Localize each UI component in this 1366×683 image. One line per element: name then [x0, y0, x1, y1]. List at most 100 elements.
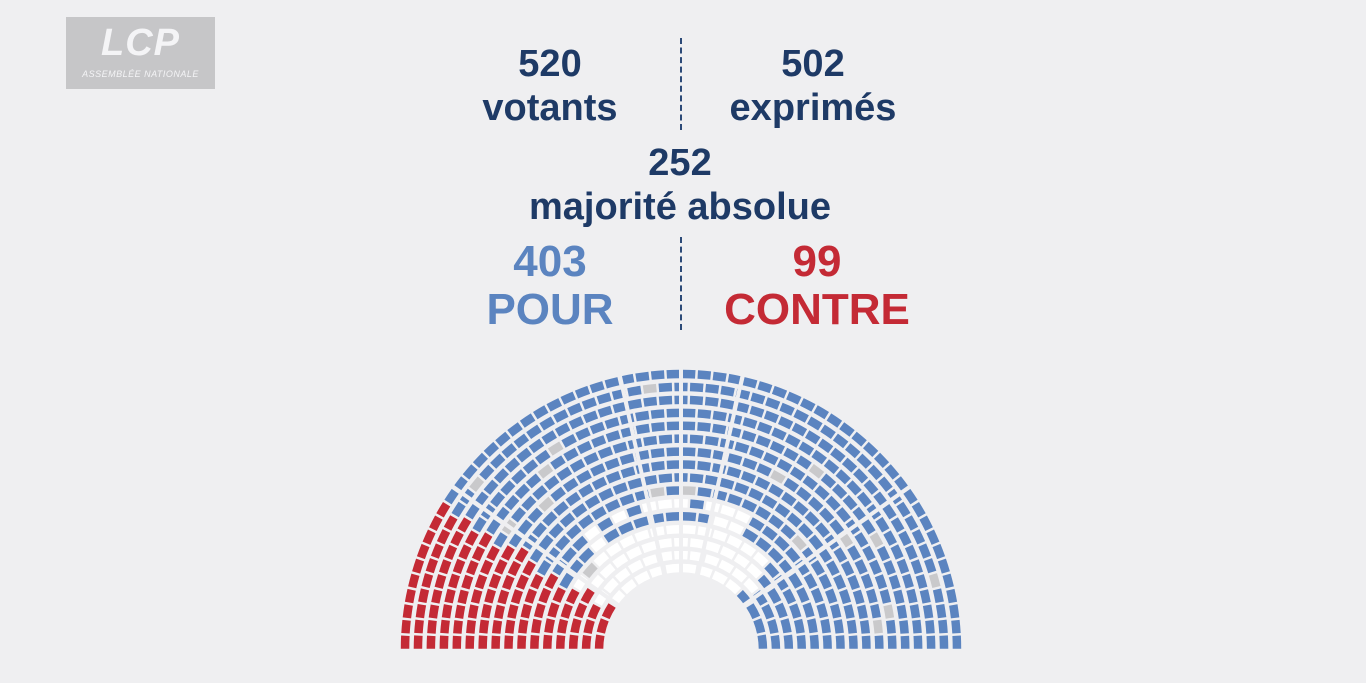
- seat-pour: [851, 431, 867, 447]
- seat-abstention: [791, 535, 807, 551]
- seat-pour: [504, 494, 520, 511]
- seat-pour: [785, 434, 801, 448]
- seat-contre: [580, 588, 595, 604]
- seat-non-votant: [627, 559, 644, 574]
- seat-pour: [598, 487, 614, 502]
- seat-pour: [848, 635, 858, 649]
- seat-pour: [741, 499, 758, 513]
- seat-contre: [413, 635, 423, 649]
- seat-non-votant: [619, 535, 636, 549]
- seat-pour: [785, 547, 801, 563]
- seat-pour: [749, 405, 765, 418]
- seat-pour: [559, 512, 576, 528]
- stat-pour: 403 POUR: [470, 238, 630, 334]
- seat-contre: [465, 530, 479, 546]
- seat-pour: [832, 483, 848, 499]
- seat-pour: [565, 491, 581, 507]
- seat-pour: [918, 543, 932, 559]
- seat-contre: [422, 529, 436, 545]
- seat-abstention: [869, 532, 884, 548]
- seat-pour: [817, 438, 834, 454]
- seat-non-votant: [713, 516, 729, 529]
- seat-contre: [458, 544, 472, 560]
- seat-non-votant: [634, 529, 650, 542]
- stat-majorite-absolue: 252 majorité absolue: [500, 141, 860, 229]
- seat-pour: [854, 559, 868, 575]
- seat-pour: [538, 534, 554, 551]
- seat-non-votant: [734, 510, 751, 524]
- seat-pour: [741, 430, 757, 443]
- seat-pour: [820, 618, 831, 634]
- seat-pour: [682, 369, 696, 379]
- pour-value: 403: [513, 237, 587, 286]
- seat-contre: [408, 573, 420, 589]
- seat-pour: [902, 573, 914, 589]
- seat-contre: [481, 603, 492, 619]
- seat-pour: [830, 447, 846, 463]
- seat-pour: [866, 588, 878, 604]
- seat-pour: [767, 619, 779, 634]
- seat-abstention: [770, 470, 786, 484]
- seat-pour: [650, 370, 665, 380]
- seat-pour: [581, 397, 597, 410]
- seat-pour: [771, 427, 787, 441]
- seat-pour: [719, 477, 735, 490]
- seat-pour: [578, 483, 594, 498]
- seat-pour: [839, 422, 855, 437]
- seat-contre: [544, 618, 555, 634]
- seat-abstention: [582, 562, 598, 579]
- seat-contre: [501, 545, 515, 561]
- seat-pour: [666, 460, 680, 470]
- seat-pour: [545, 547, 561, 563]
- seat-pour: [876, 546, 891, 562]
- seat-contre: [466, 560, 479, 576]
- seat-pour: [768, 483, 784, 498]
- seat-pour: [793, 618, 805, 634]
- seat-abstention: [928, 573, 941, 588]
- seat-pour: [627, 398, 643, 410]
- seat-pour: [666, 486, 680, 496]
- seat-pour: [774, 535, 790, 552]
- seat-non-votant: [621, 579, 637, 595]
- seat-non-votant: [593, 551, 610, 567]
- seat-pour: [597, 517, 614, 532]
- seat-contre: [414, 619, 424, 634]
- logo-mark: LCP: [101, 22, 180, 64]
- seat-pour: [857, 604, 868, 619]
- seat-pour: [843, 604, 855, 619]
- seat-contre: [491, 635, 501, 649]
- seat-pour: [490, 453, 506, 469]
- seat-pour: [726, 466, 742, 479]
- seat-pour: [591, 435, 607, 448]
- seat-non-votant: [697, 565, 713, 578]
- seat-contre: [507, 560, 522, 577]
- seat-pour: [854, 532, 869, 548]
- seat-pour: [765, 397, 781, 410]
- seat-pour: [860, 573, 874, 589]
- seat-non-votant: [725, 579, 741, 595]
- seat-pour: [682, 460, 696, 470]
- seat-pour: [697, 409, 712, 419]
- seat-pour: [952, 635, 962, 649]
- seat-pour: [926, 529, 940, 545]
- seat-pour: [786, 512, 803, 528]
- seat-contre: [418, 588, 430, 603]
- seat-contre: [502, 574, 515, 590]
- seat-pour: [826, 413, 843, 428]
- seat-pour: [651, 422, 665, 432]
- seat-pour: [813, 405, 829, 420]
- seat-pour: [833, 547, 848, 563]
- seat-non-votant: [599, 563, 616, 579]
- seat-pour: [619, 493, 635, 506]
- seat-pour: [887, 635, 897, 649]
- seat-pour: [507, 422, 523, 437]
- seat-pour: [605, 471, 621, 484]
- seat-pour: [761, 494, 778, 509]
- seat-pour: [882, 504, 897, 520]
- seat-contre: [518, 619, 529, 634]
- seat-pour: [922, 604, 934, 619]
- seat-non-votant: [728, 521, 744, 535]
- seat-pour: [566, 524, 582, 540]
- seat-contre: [444, 588, 456, 604]
- seat-pour: [619, 373, 635, 385]
